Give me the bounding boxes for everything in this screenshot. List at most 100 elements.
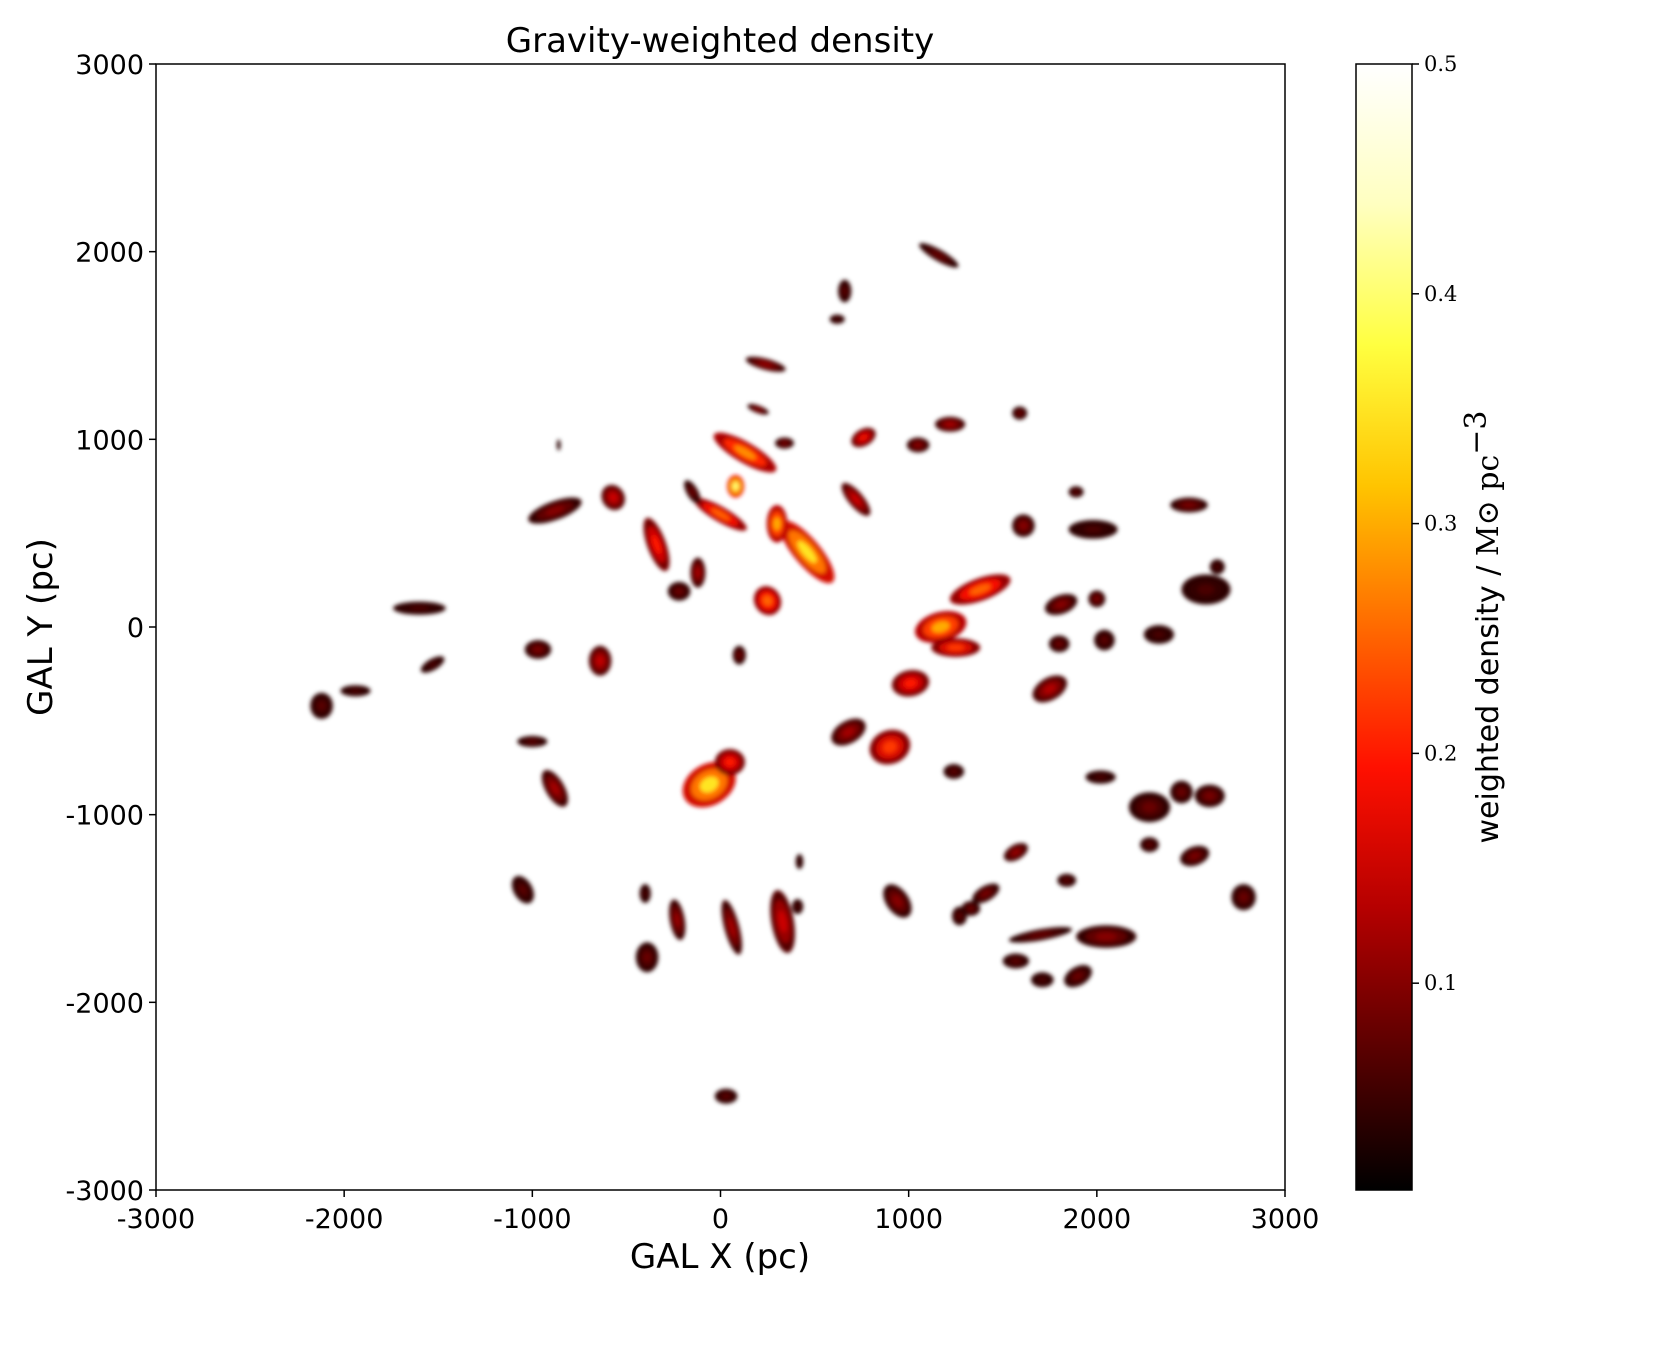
cloud-core <box>675 588 684 595</box>
y-tick-label: 3000 <box>75 50 144 81</box>
cloud-core <box>1204 792 1215 800</box>
plot-area <box>155 63 1286 1191</box>
density-cloud <box>556 439 561 451</box>
density-cloud <box>851 427 876 448</box>
cloud-core <box>609 493 618 502</box>
cloud-core <box>558 443 560 447</box>
cloud-core <box>931 621 950 633</box>
density-cloud <box>952 906 967 926</box>
density-cloud <box>891 669 930 697</box>
density-cloud <box>838 279 852 303</box>
cloud-core <box>550 781 560 795</box>
x-tick-label: 0 <box>712 1204 729 1235</box>
density-cloud <box>668 899 686 941</box>
cloud-core <box>1142 801 1157 813</box>
density-cloud <box>635 942 659 973</box>
cloud-core <box>795 904 800 910</box>
density-cloud <box>714 1088 738 1104</box>
cloud-core <box>850 493 862 506</box>
cloud-core <box>643 952 652 963</box>
x-tick-label: -2000 <box>305 1204 383 1235</box>
cloud-core <box>1055 640 1063 647</box>
cloud-core <box>778 910 787 933</box>
x-axis-title: GAL X (pc) <box>630 1237 810 1277</box>
colorbar-title-exponent: −3 <box>1459 411 1494 455</box>
density-cloud <box>1002 953 1030 969</box>
density-cloud <box>1044 593 1078 616</box>
y-tick-label: 2000 <box>75 238 144 269</box>
cloud-core <box>758 361 773 367</box>
density-cloud <box>747 404 769 415</box>
cloud-core <box>674 912 681 927</box>
density-cloud <box>792 899 804 915</box>
density-cloud <box>714 749 745 776</box>
density-cloud <box>1140 837 1159 853</box>
density-cloud <box>1143 625 1174 644</box>
density-cloud <box>667 581 691 601</box>
colorbar-title-text: weighted density / <box>1471 556 1506 843</box>
cloud-core <box>762 595 773 606</box>
cloud-core <box>842 727 855 737</box>
cloud-core <box>734 445 756 460</box>
y-tick-label: -1000 <box>66 801 144 832</box>
cloud-core <box>1177 788 1186 796</box>
colorbar-title: weighted density / M⊙ pc−3 <box>1459 411 1506 844</box>
density-cloud <box>694 498 747 531</box>
density-cloud <box>393 601 446 615</box>
cloud-core <box>643 890 648 897</box>
density-cloud <box>601 484 625 511</box>
cloud-core <box>798 859 801 865</box>
cloud-core <box>519 884 527 895</box>
x-tick-label: -1000 <box>493 1204 571 1235</box>
density-cloud <box>1170 780 1193 804</box>
density-cloud <box>1085 770 1116 784</box>
cloud-core <box>969 584 991 595</box>
density-cloud <box>1048 635 1070 653</box>
density-cloud <box>915 610 967 644</box>
cloud-core <box>1063 878 1070 883</box>
density-cloud <box>588 645 612 676</box>
density-cloud <box>1064 964 1092 988</box>
cloud-core <box>754 407 762 412</box>
cloud-core <box>1095 774 1106 780</box>
cloud-core <box>1095 932 1117 941</box>
cloud-core <box>711 508 730 521</box>
density-cloud <box>919 243 959 268</box>
cloud-core <box>689 487 696 497</box>
density-cloud <box>766 505 788 543</box>
colorbar-tick-label: 0.2 <box>1424 741 1457 765</box>
density-cloud <box>1032 675 1068 703</box>
density-cloud <box>795 854 804 870</box>
density-cloud <box>779 520 835 584</box>
cloud-core <box>950 768 958 775</box>
density-cloud <box>1181 574 1231 605</box>
colorbar: 0.1 0.2 0.3 0.4 0.5 weighted density / M⊙ pc… <box>1355 52 1506 1191</box>
cloud-core <box>981 890 991 897</box>
colorbar-title-unit: M⊙ pc <box>1471 455 1506 556</box>
cloud-core <box>967 905 975 912</box>
density-cloud <box>869 729 911 765</box>
density-cloud <box>1094 629 1115 651</box>
density-cloud <box>528 497 582 524</box>
cloud-core <box>1146 842 1153 848</box>
cloud-core <box>931 251 946 260</box>
density-cloud <box>310 692 333 719</box>
density-cloud <box>732 645 746 665</box>
cloud-core <box>1197 584 1215 595</box>
cloud-core <box>699 776 719 793</box>
density-cloud <box>1012 406 1028 420</box>
cloud-core <box>947 644 965 651</box>
cloud-core <box>1100 636 1108 644</box>
density-cloud <box>1031 972 1054 988</box>
density-cloud <box>690 557 706 588</box>
density-cloud <box>949 574 1011 605</box>
density-cloud <box>841 482 871 516</box>
cloud-core <box>428 661 437 668</box>
colorbar-tick-label: 0.5 <box>1424 52 1457 76</box>
density-cloud <box>1057 873 1077 887</box>
x-tick-label: 1000 <box>874 1204 943 1235</box>
density-cloud <box>906 437 930 453</box>
density-cloud <box>727 475 745 498</box>
colorbar-frame <box>1355 63 1413 1191</box>
y-tick-label: 0 <box>127 613 144 644</box>
